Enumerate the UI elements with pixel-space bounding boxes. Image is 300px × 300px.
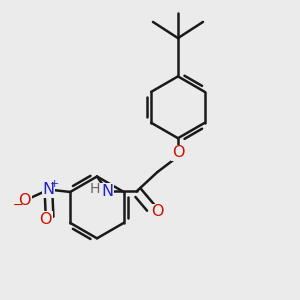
- Text: N: N: [101, 184, 113, 199]
- Text: −: −: [13, 199, 23, 212]
- Text: O: O: [39, 212, 52, 227]
- Text: O: O: [172, 146, 184, 160]
- Text: H: H: [90, 182, 100, 196]
- Text: O: O: [19, 193, 31, 208]
- Text: N: N: [42, 182, 55, 197]
- Text: +: +: [50, 179, 60, 190]
- Text: O: O: [151, 204, 164, 219]
